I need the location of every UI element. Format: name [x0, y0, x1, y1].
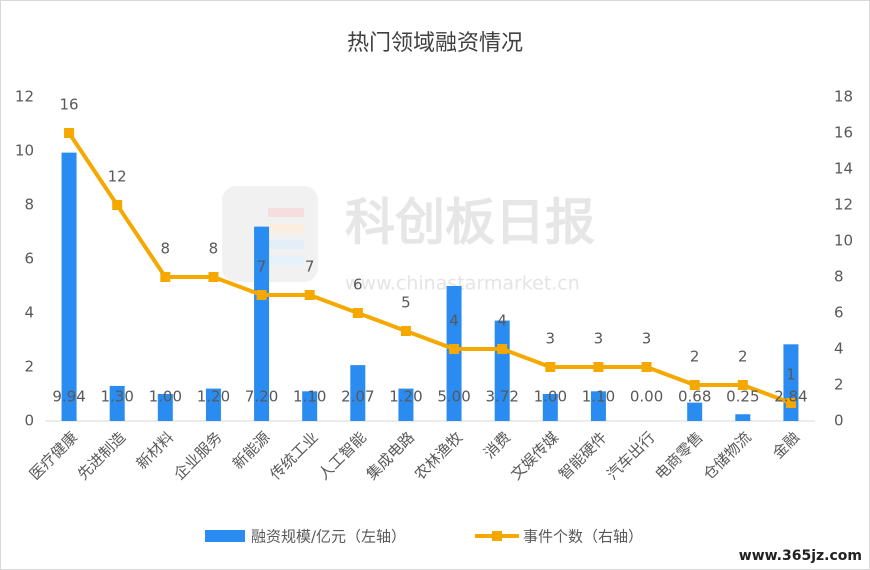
- y-tick-label: 0: [24, 412, 34, 430]
- line-marker: [160, 272, 171, 282]
- data-label: 2: [738, 348, 748, 366]
- data-label: 1.00: [534, 388, 567, 406]
- bar: [735, 414, 751, 421]
- y2-tick-label: 2: [834, 376, 844, 394]
- data-label: 1.20: [197, 388, 230, 406]
- source-label: www.365jz.com: [739, 548, 862, 564]
- line-marker: [400, 326, 411, 336]
- data-label: 0.00: [630, 388, 663, 406]
- data-label: 0.68: [678, 388, 711, 406]
- data-label: 5.00: [437, 388, 470, 406]
- legend-swatch: [205, 530, 245, 542]
- line-marker: [208, 272, 219, 282]
- line-marker: [641, 362, 652, 372]
- data-label: 1.30: [100, 388, 133, 406]
- line-marker: [497, 344, 508, 354]
- bar: [254, 226, 270, 421]
- y-tick-label: 10: [15, 142, 34, 160]
- data-label: 1.00: [149, 388, 182, 406]
- y2-tick-label: 18: [834, 88, 853, 106]
- line: [67, 131, 792, 405]
- data-label: 9.94: [52, 388, 85, 406]
- bar: [350, 365, 366, 421]
- y2-tick-label: 10: [834, 232, 853, 250]
- bar: [590, 391, 606, 421]
- bar: [398, 388, 414, 421]
- watermark-logo: [222, 186, 318, 282]
- line-marker: [785, 398, 796, 408]
- data-label: 5: [401, 294, 411, 312]
- bar: [302, 391, 318, 421]
- watermark-brand: 科创板日报: [345, 194, 595, 252]
- data-label: 4: [497, 312, 507, 330]
- data-label: 4: [449, 312, 459, 330]
- data-label: 7: [305, 258, 315, 276]
- bar: [542, 394, 558, 421]
- y-tick-label: 2: [24, 358, 34, 376]
- y-tick-label: 12: [15, 88, 34, 106]
- data-label: 2.07: [341, 388, 374, 406]
- data-label: 0.25: [726, 388, 759, 406]
- y-tick-label: 6: [24, 250, 34, 268]
- bar: [61, 152, 77, 421]
- y-tick-label: 8: [24, 196, 34, 214]
- data-label: 3.72: [485, 388, 518, 406]
- legend-swatch: [492, 531, 502, 541]
- y2-tick-label: 16: [834, 124, 853, 142]
- bar: [109, 385, 125, 421]
- data-label: 6: [353, 276, 363, 294]
- y2-tick-label: 4: [834, 340, 844, 358]
- legend-label: 事件个数（右轴）: [523, 528, 643, 546]
- y-tick-label: 4: [24, 304, 34, 322]
- data-label: 3: [642, 330, 652, 348]
- legend-label: 融资规模/亿元（左轴）: [251, 528, 406, 546]
- data-label: 1: [786, 366, 796, 384]
- data-label: 2.84: [774, 388, 807, 406]
- line-marker: [737, 380, 748, 390]
- chart-title: 热门领域融资情况: [347, 31, 523, 56]
- bar: [494, 320, 510, 421]
- data-label: 7: [257, 258, 267, 276]
- line-marker: [545, 362, 556, 372]
- line-marker: [64, 128, 75, 138]
- y2-tick-label: 0: [834, 412, 844, 430]
- bar: [205, 388, 221, 421]
- y2-tick-label: 14: [834, 160, 853, 178]
- bar: [687, 402, 703, 421]
- line-marker: [304, 290, 315, 300]
- line-marker: [256, 290, 267, 300]
- data-label: 7.20: [245, 388, 278, 406]
- data-label: 3: [546, 330, 556, 348]
- data-label: 8: [161, 240, 171, 258]
- data-label: 1.20: [389, 388, 422, 406]
- line-marker: [352, 308, 363, 318]
- y2-tick-label: 6: [834, 304, 844, 322]
- line-marker: [449, 344, 460, 354]
- y2-tick-label: 8: [834, 268, 844, 286]
- data-label: 1.10: [582, 388, 615, 406]
- watermark-url: www.chinastarmarket.cn: [345, 273, 580, 295]
- data-label: 8: [209, 240, 219, 258]
- line-marker: [593, 362, 604, 372]
- data-label: 16: [60, 96, 79, 114]
- data-label: 12: [108, 168, 127, 186]
- data-label: 3: [594, 330, 604, 348]
- y2-tick-label: 12: [834, 196, 853, 214]
- line-marker: [689, 380, 700, 390]
- line-marker: [112, 200, 123, 210]
- data-label: 2: [690, 348, 700, 366]
- bar: [157, 394, 173, 421]
- data-label: 1.10: [293, 388, 326, 406]
